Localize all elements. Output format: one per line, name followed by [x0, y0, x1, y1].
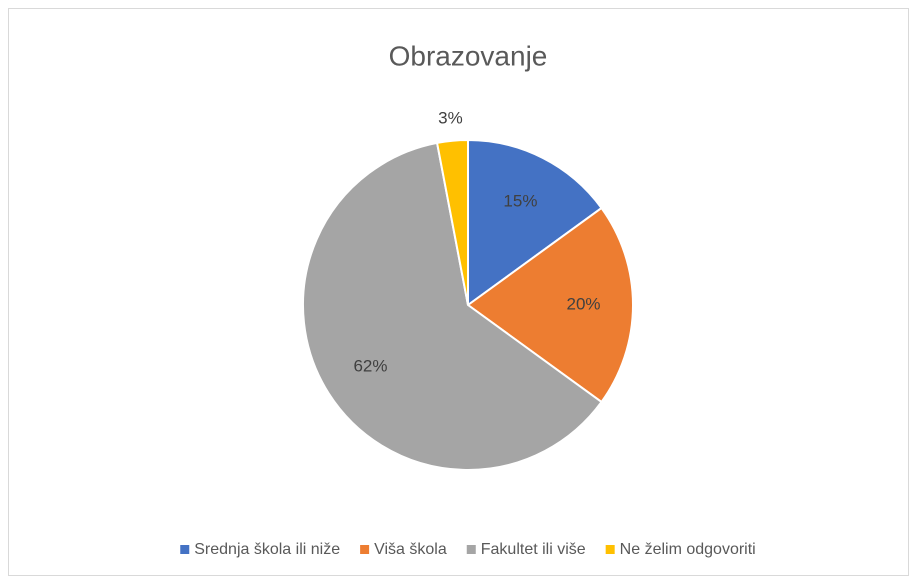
data-label: 20% — [566, 294, 600, 313]
legend-label: Fakultet ili više — [481, 541, 586, 558]
legend-label: Srednja škola ili niže — [194, 541, 340, 558]
chart-title: Obrazovanje — [389, 40, 548, 71]
legend-swatch — [360, 545, 370, 554]
legend-swatch — [466, 545, 476, 554]
data-label: 15% — [503, 192, 537, 211]
legend-swatch — [180, 545, 190, 554]
legend-label: Viša škola — [374, 541, 447, 558]
pie-slice — [302, 141, 603, 471]
legend-swatch — [605, 545, 615, 554]
data-label: 3% — [438, 108, 463, 127]
pie-slice — [467, 138, 603, 307]
pie-slice — [435, 138, 469, 306]
legend-label: Ne želim odgovoriti — [620, 541, 756, 558]
data-label: 62% — [353, 356, 387, 375]
pie-slice — [466, 206, 635, 404]
